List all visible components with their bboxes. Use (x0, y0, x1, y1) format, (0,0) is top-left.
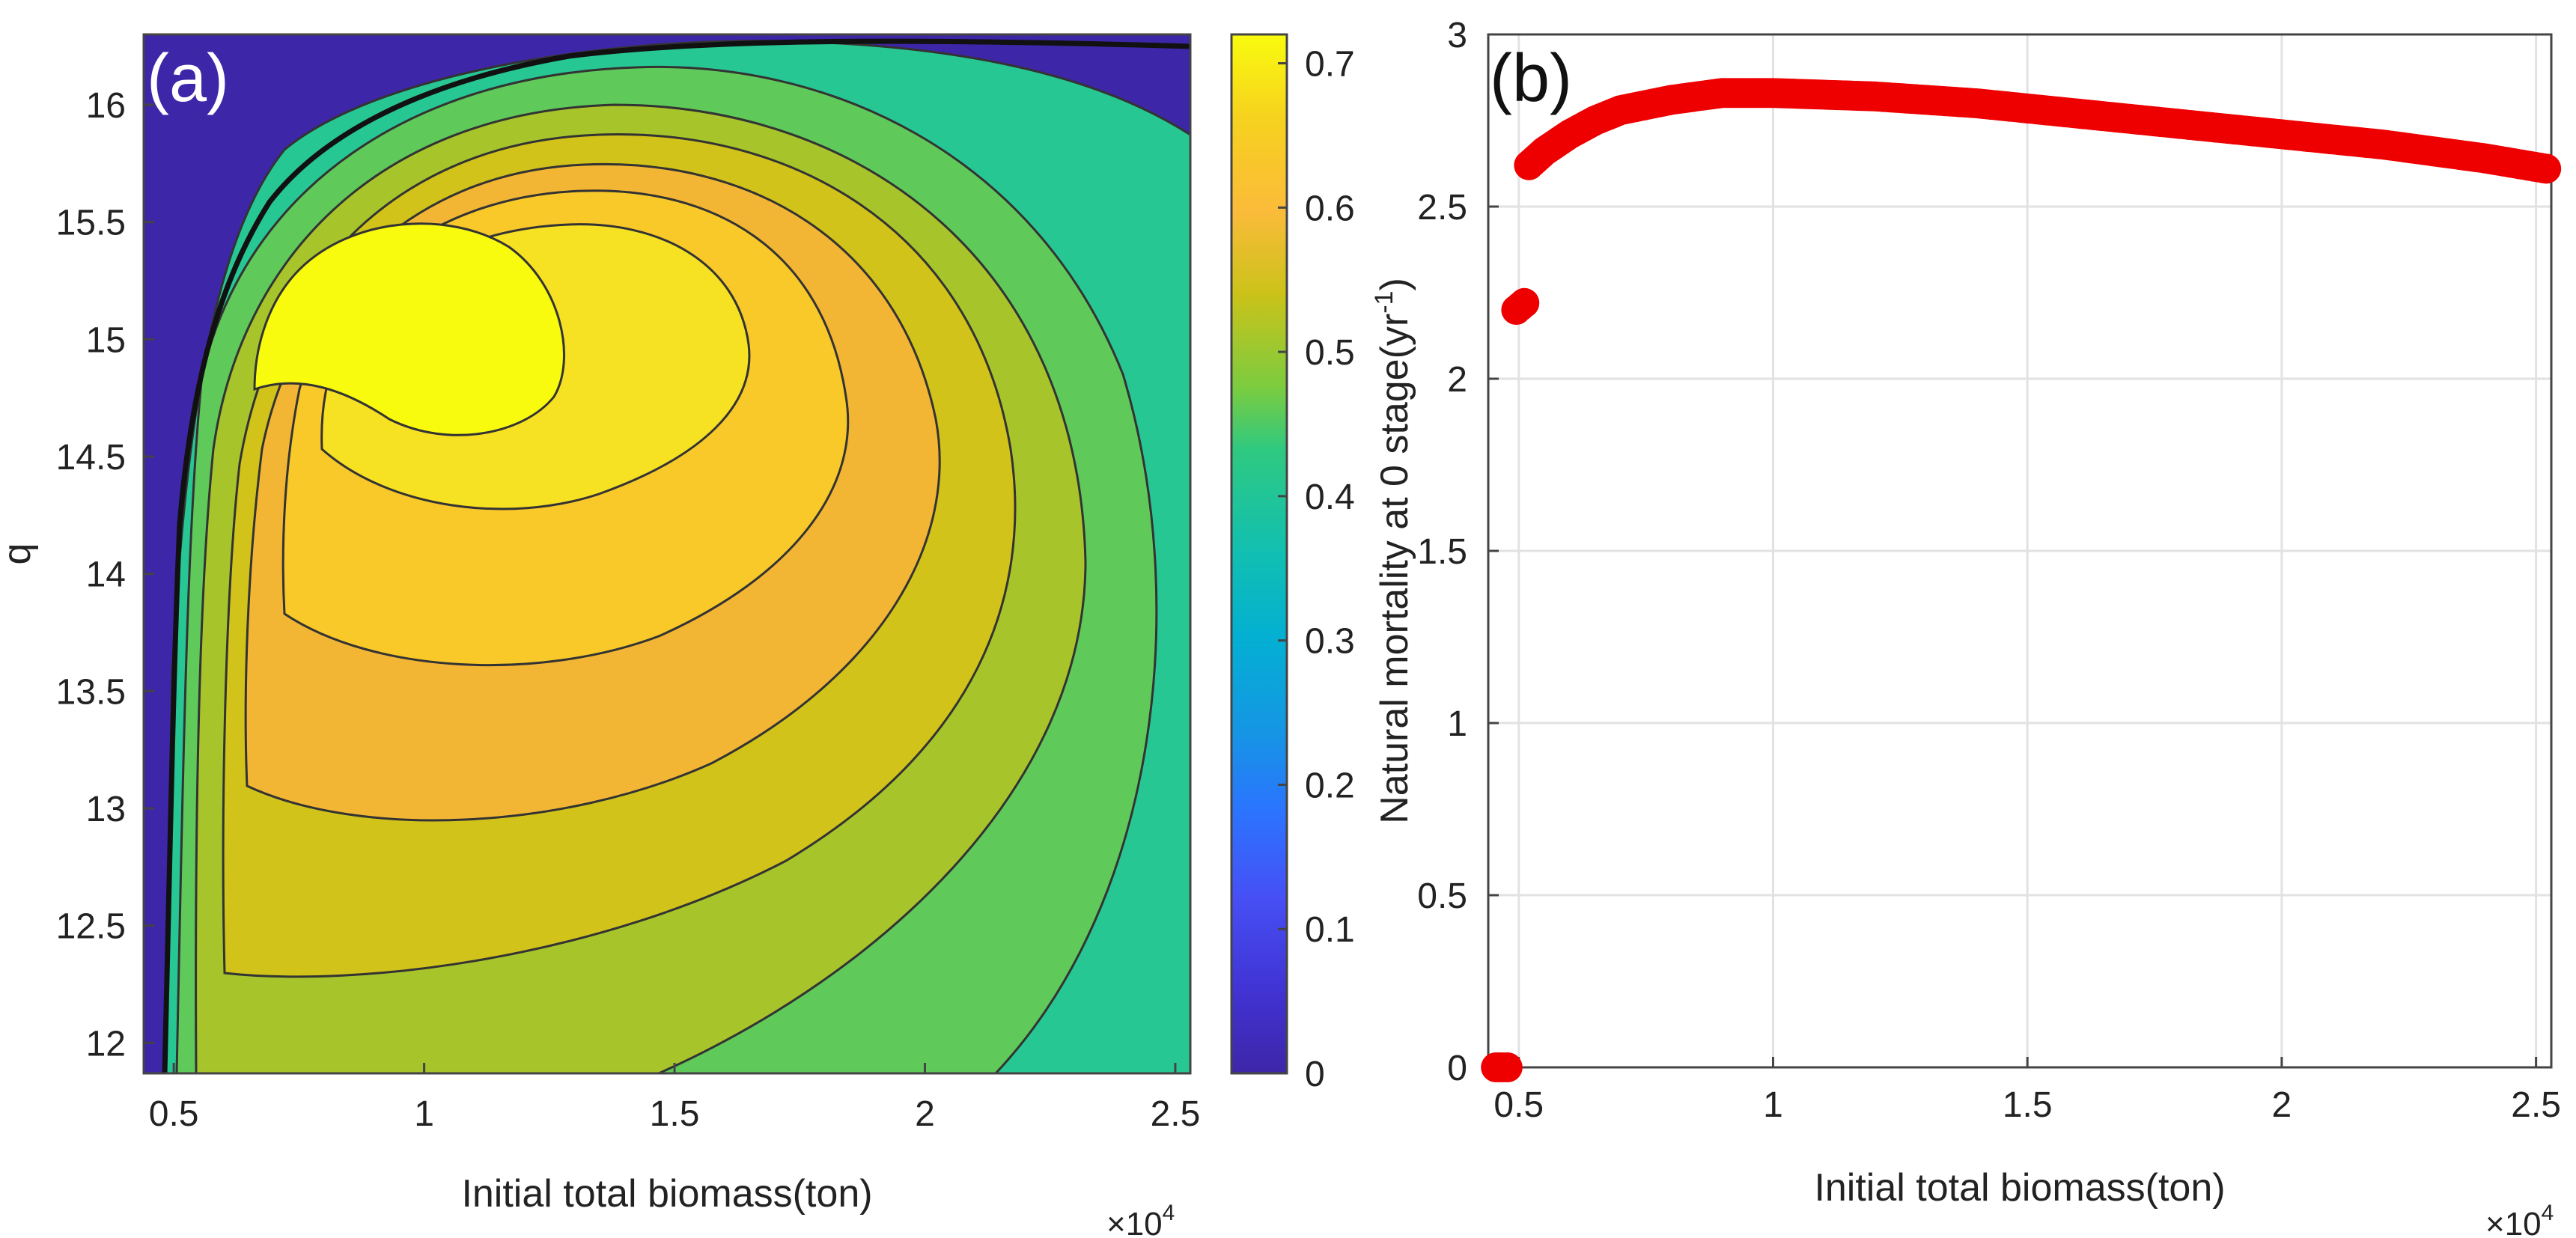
data-point (2531, 153, 2562, 184)
panel-a-y-tick-label: 16 (86, 86, 126, 126)
contour-boundary (162, 38, 1190, 1073)
panel-b-x-axis-label: Initial total biomass(ton) (1814, 1166, 2225, 1210)
panel-b-x-tick-label: 1.5 (2003, 1085, 2053, 1125)
panel-a-x-tick-label: 1 (414, 1094, 434, 1134)
colorbar-tick-label: 0.2 (1305, 766, 1355, 805)
panel-b: 0.5 1 1.5 2 2.5 0 0.5 1 1.5 2 2.5 3 (b) Initial to… (1370, 16, 2562, 1238)
colorbar-tick-label: 0.7 (1305, 45, 1355, 85)
panel-a-y-tick-label: 13 (86, 790, 126, 829)
panel-b-x-tick-label: 1 (1763, 1085, 1783, 1125)
colorbar-tick-label: 0 (1305, 1055, 1325, 1094)
data-point (1509, 287, 1540, 318)
panel-b-y-tick-label: 1.5 (1417, 532, 1467, 572)
panel-a-x-ticks: 0.5 1 1.5 2 2.5 (149, 1063, 1201, 1134)
panel-a-y-tick-label: 14 (86, 555, 126, 595)
data-point (1492, 1052, 1523, 1082)
panel-a-y-tick-label: 12 (86, 1024, 126, 1064)
panel-a-x-axis-label: Initial total biomass(ton) (461, 1172, 872, 1216)
panel-a-x-tick-label: 2 (915, 1094, 935, 1134)
colorbar-tick-label: 0.3 (1305, 622, 1355, 662)
panel-b-label: (b) (1490, 41, 1572, 116)
colorbar: 0 0.1 0.2 0.3 0.4 0.5 0.6 0.7 (1230, 33, 1355, 1094)
panel-b-y-tick-label: 2.5 (1417, 188, 1467, 228)
contour-peak (253, 222, 565, 436)
panel-a-label: (a) (147, 41, 229, 116)
panel-b-series (1481, 78, 2562, 1082)
panel-a-y-axis-label: q (0, 543, 39, 565)
panel-b-x-tick-label: 2 (2272, 1085, 2292, 1125)
panel-b-y-ticks: 0 0.5 1 1.5 2 2.5 3 (1417, 16, 1499, 1088)
panel-b-x-tick-label: 0.5 (1493, 1085, 1544, 1125)
colorbar-tick-label: 0.6 (1305, 189, 1355, 228)
panel-a-x-tick-label: 2.5 (1151, 1094, 1201, 1134)
panel-b-y-tick-label: 3 (1447, 16, 1467, 55)
panel-b-x-ticks: 0.5 1 1.5 2 2.5 (1493, 1057, 2561, 1125)
colorbar-tick-label: 0.1 (1305, 910, 1355, 950)
colorbar-tick-label: 0.4 (1305, 478, 1355, 517)
panel-a-x-tick-label: 0.5 (149, 1094, 199, 1134)
panel-b-y-axis-label: Natural mortality at 0 stage(yr-1) (1370, 278, 1416, 824)
panel-a-y-tick-label: 14.5 (56, 438, 126, 478)
colorbar-tick-label: 0.5 (1305, 333, 1355, 373)
colorbar-gradient (1230, 33, 1288, 1075)
panel-a: 0.5 1 1.5 2 2.5 12 12.5 13 13.5 14 14.5 15 15.5 16 (… (0, 33, 1201, 1238)
panel-a-x-tick-label: 1.5 (650, 1094, 700, 1134)
panel-a-y-tick-label: 15.5 (56, 204, 126, 243)
panel-b-y-tick-label: 0 (1447, 1049, 1467, 1088)
panel-b-y-tick-label: 1 (1447, 704, 1467, 744)
panel-a-y-tick-label: 13.5 (56, 672, 126, 712)
panel-a-frame (142, 33, 1192, 1075)
panel-b-x-tick-label: 2.5 (2511, 1085, 2561, 1125)
colorbar-ticks: 0 0.1 0.2 0.3 0.4 0.5 0.6 0.7 (1278, 45, 1355, 1094)
panel-a-x-multiplier: ×104 (1106, 1201, 1175, 1238)
panel-b-y-tick-label: 0.5 (1417, 876, 1467, 916)
panel-a-y-tick-label: 12.5 (56, 907, 126, 947)
panel-a-y-ticks: 12 12.5 13 13.5 14 14.5 15 15.5 16 (56, 86, 154, 1064)
panel-a-y-tick-label: 15 (86, 320, 126, 360)
panel-b-x-multiplier: ×104 (2485, 1201, 2554, 1238)
panel-b-y-tick-label: 2 (1447, 360, 1467, 400)
panel-a-contours (162, 38, 1190, 1073)
